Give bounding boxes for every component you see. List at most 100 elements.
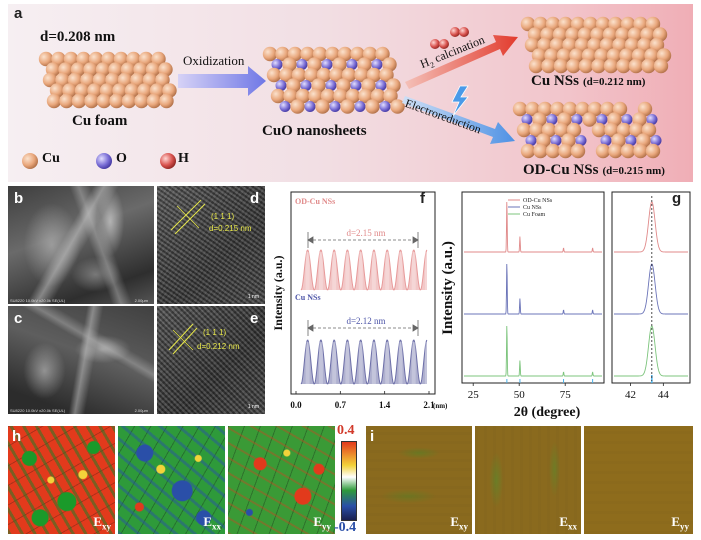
g-left-tick-label: 25 [468,389,480,401]
o-atom [300,80,312,91]
xrd-zoom-line [614,263,688,315]
cu-atom [358,88,373,104]
profile-peak [371,342,376,384]
o-atom [371,59,383,70]
f-bottom-d: d=2.12 nm [346,316,385,326]
cu-atom [270,88,286,104]
profile-peak [345,342,350,384]
o-atom [346,59,358,70]
cu-atom [340,99,355,114]
profile-peak [425,342,429,384]
o-atom [375,80,387,91]
panel-i-label: i [370,428,375,445]
cu-atom [134,93,149,109]
hrtem-image-d: (1 1 1) d=0.215 nm 1 nm [157,186,265,304]
f-top-series: OD-Cu NSs [295,197,335,206]
od-cu-nss-title: OD-Cu NSs [523,162,599,178]
cu-atom [325,46,340,62]
cu-atom [529,122,544,138]
cu-atom [653,58,669,74]
legend-h: H [178,151,189,166]
h-atom-icon [160,153,176,169]
colorbar-min: -0.4 [334,520,357,535]
panel-a-label: a [14,5,23,22]
o-atom [525,135,537,146]
o-atom [621,114,633,125]
cu-atom [390,99,405,114]
hrtem-d-scale: 1 nm [247,294,259,300]
sem-b-footer: SU8220 10.0kV x20.0k SE(UL) [10,298,66,303]
o-atom [350,80,362,91]
cu-atom [333,88,348,104]
lattice-marker-e [168,323,198,355]
cu-atom [582,112,597,127]
panel-d-label: d [250,190,260,207]
cu-atom [616,58,631,74]
panel-b-label: b [14,190,24,207]
cu-atom [575,101,590,117]
o-atom [329,101,341,112]
g-legend-cu: Cu NSs [523,205,542,211]
cu-atom [591,122,607,138]
colorbar [341,441,357,521]
o-atom-icon [96,153,112,169]
panel-f-label: f [420,190,425,207]
hrtem-d-spacing: d=0.215 nm [209,224,252,233]
cu-atom [375,46,390,62]
cu-atom [96,93,112,109]
cu-atom [633,143,648,159]
o-atom [596,114,608,125]
i-eyy-label: Eyy [671,514,689,532]
o-atom [550,135,562,146]
cu-nss-slab [520,16,672,74]
cu-atom [520,16,536,32]
sem-c-scale: 2.00μm [134,408,148,413]
od-cu-nss-slab [512,101,662,159]
strain-map-h-eyy: Eyy [228,426,335,534]
cu-nss-d: (d=0.212 nm) [582,76,646,88]
cu-atom [550,101,565,117]
hrtem-d-plane: (1 1 1) [211,212,235,221]
profile-peak [411,342,416,384]
cu-nss-title: Cu NSs [531,73,579,89]
g-right-tick-label: 44 [658,389,670,401]
cu-nss-profile [300,339,429,385]
cu-atom [329,67,344,83]
cu-atom [315,99,330,114]
profile-peak [332,252,337,290]
cu-atom [545,143,561,159]
panel-e-label: e [250,310,259,327]
cu-atom [159,93,174,109]
cu-atom [553,58,569,74]
f-xtick-label: 1.4 [379,400,391,410]
oxidization-arrow [178,66,266,96]
g-ylabel: Intensity (a.u.) [440,241,456,335]
cu-atom [604,122,619,138]
xrd-zoom-line [614,325,688,377]
h-eyy-label: Eyy [313,514,331,532]
profile-peak [358,252,363,290]
xrd-zoom-line [614,201,688,253]
cu-atom [304,67,319,83]
legend-cu: Cu [42,151,60,166]
strain-map-h-exx: Exx [118,426,225,534]
cu-atom [290,99,305,114]
hrtem-e-plane: (1 1 1) [203,328,227,337]
sem-image-b: SU8220 10.0kV x20.0k SE(UL) 2.00μm [8,186,154,304]
cu-atom [570,143,586,159]
profile-peak [371,252,376,290]
cuo-slab [262,46,405,114]
h-exx-label: Exx [203,514,221,532]
cu-atom [354,67,369,83]
cu-atom [566,58,581,74]
f-xtick-label: 2.1 [423,400,435,410]
g-right-tick-label: 42 [625,389,636,401]
profile-peak [305,252,310,290]
f-bottom-series: Cu NSs [295,293,321,302]
od-cu-nss-label: OD-Cu NSs (d=0.215 nm) [523,161,665,179]
f-xtick-label: 0.0 [290,400,302,410]
cu-atom [520,143,536,159]
cu-atom [121,93,137,109]
xrd-left-plot [464,202,602,383]
o-atom [646,114,658,125]
